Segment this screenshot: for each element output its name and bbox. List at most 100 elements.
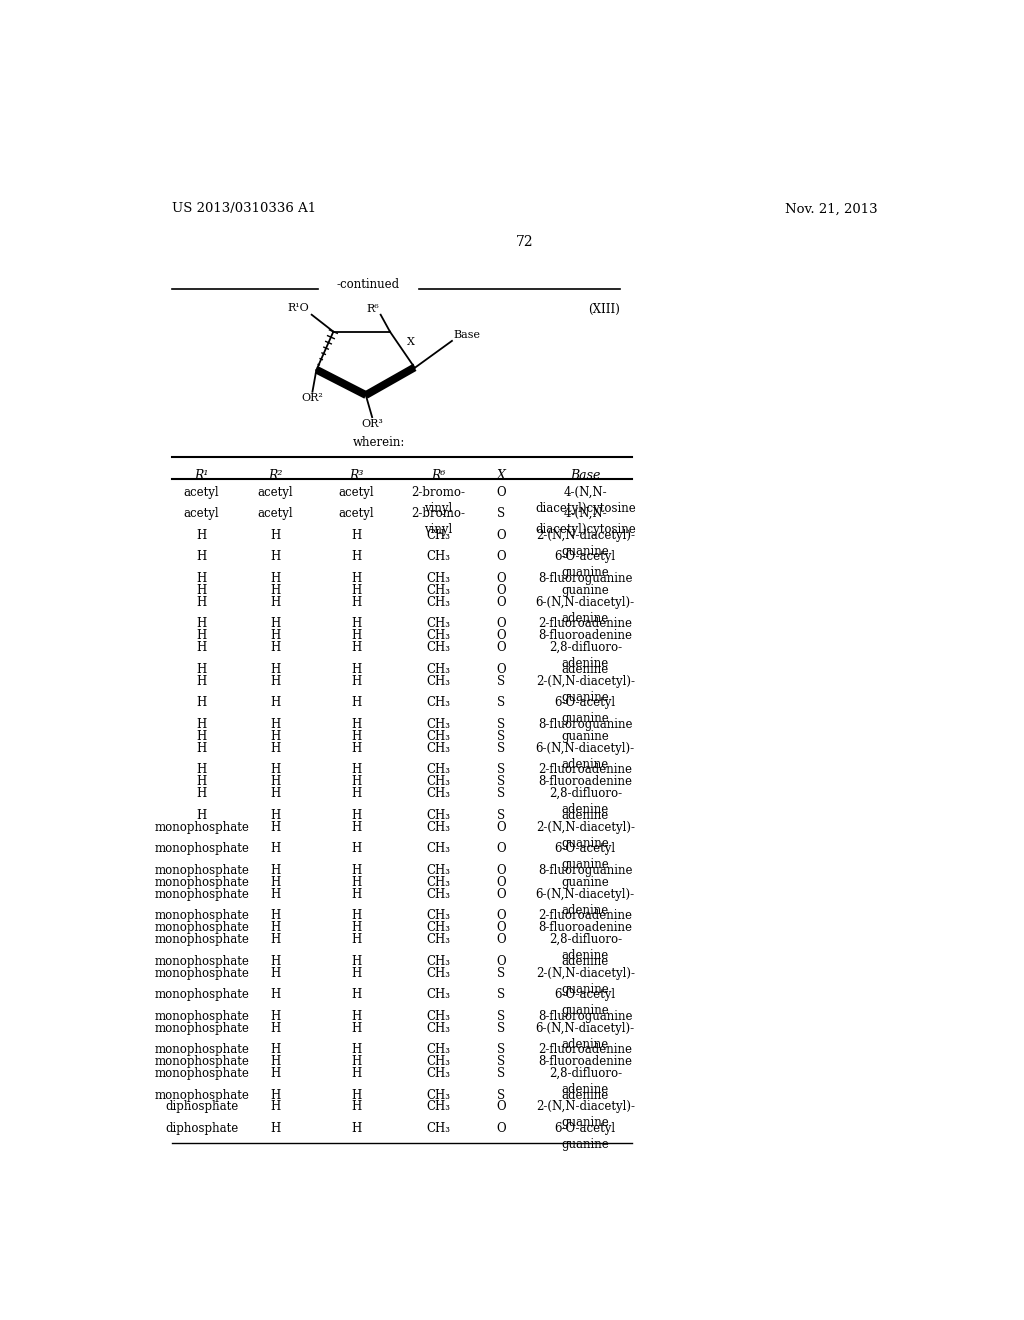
Text: H: H <box>197 583 207 597</box>
Text: H: H <box>351 989 361 1001</box>
Text: CH₃: CH₃ <box>426 954 450 968</box>
Text: CH₃: CH₃ <box>426 696 450 709</box>
Text: H: H <box>351 1022 361 1035</box>
Text: Nov. 21, 2013: Nov. 21, 2013 <box>784 202 878 215</box>
Text: S: S <box>498 1067 506 1080</box>
Text: CH₃: CH₃ <box>426 1010 450 1023</box>
Text: 8-fluoroguanine: 8-fluoroguanine <box>538 1010 633 1023</box>
Text: S: S <box>498 763 506 776</box>
Text: CH₃: CH₃ <box>426 842 450 855</box>
Text: adenine: adenine <box>561 809 609 821</box>
Text: monophosphate: monophosphate <box>155 909 249 923</box>
Text: US 2013/0310336 A1: US 2013/0310336 A1 <box>172 202 316 215</box>
Text: 6-O-acetyl
guanine: 6-O-acetyl guanine <box>555 1122 615 1151</box>
Text: H: H <box>351 1010 361 1023</box>
Text: CH₃: CH₃ <box>426 1022 450 1035</box>
Text: H: H <box>197 663 207 676</box>
Text: H: H <box>197 742 207 755</box>
Text: S: S <box>498 1043 506 1056</box>
Text: H: H <box>270 675 281 688</box>
Text: 72: 72 <box>516 235 534 249</box>
Text: 2-(N,N-diacetyl)-
guanine: 2-(N,N-diacetyl)- guanine <box>536 529 635 558</box>
Text: 6-(N,N-diacetyl)-
adenine: 6-(N,N-diacetyl)- adenine <box>536 595 635 624</box>
Text: 6-(N,N-diacetyl)-
adenine: 6-(N,N-diacetyl)- adenine <box>536 887 635 916</box>
Text: O: O <box>497 486 506 499</box>
Text: H: H <box>351 1055 361 1068</box>
Text: H: H <box>270 775 281 788</box>
Text: H: H <box>270 909 281 923</box>
Text: O: O <box>497 583 506 597</box>
Text: H: H <box>270 718 281 731</box>
Text: S: S <box>498 1089 506 1102</box>
Text: CH₃: CH₃ <box>426 595 450 609</box>
Text: H: H <box>270 989 281 1001</box>
Text: O: O <box>497 572 506 585</box>
Text: S: S <box>498 809 506 821</box>
Text: CH₃: CH₃ <box>426 572 450 585</box>
Text: H: H <box>351 718 361 731</box>
Text: H: H <box>351 1043 361 1056</box>
Text: H: H <box>270 966 281 979</box>
Text: CH₃: CH₃ <box>426 933 450 946</box>
Text: S: S <box>498 507 506 520</box>
Text: O: O <box>497 933 506 946</box>
Text: H: H <box>351 775 361 788</box>
Text: CH₃: CH₃ <box>426 775 450 788</box>
Text: O: O <box>497 630 506 643</box>
Text: H: H <box>351 572 361 585</box>
Text: H: H <box>351 550 361 564</box>
Text: S: S <box>498 718 506 731</box>
Text: O: O <box>497 529 506 541</box>
Text: 6-O-acetyl
guanine: 6-O-acetyl guanine <box>555 550 615 579</box>
Text: O: O <box>497 550 506 564</box>
Text: 2,8-difluoro-
adenine: 2,8-difluoro- adenine <box>549 933 622 962</box>
Text: X: X <box>407 337 415 347</box>
Text: 4-(N,N-
diacetyl)cytosine: 4-(N,N- diacetyl)cytosine <box>535 507 636 536</box>
Text: S: S <box>498 787 506 800</box>
Text: O: O <box>497 663 506 676</box>
Text: S: S <box>498 696 506 709</box>
Text: H: H <box>197 718 207 731</box>
Text: monophosphate: monophosphate <box>155 842 249 855</box>
Text: monophosphate: monophosphate <box>155 1010 249 1023</box>
Text: O: O <box>497 954 506 968</box>
Text: H: H <box>197 787 207 800</box>
Text: S: S <box>498 1010 506 1023</box>
Text: H: H <box>351 842 361 855</box>
Text: H: H <box>197 595 207 609</box>
Text: -continued: -continued <box>337 277 399 290</box>
Text: H: H <box>270 1089 281 1102</box>
Text: H: H <box>270 863 281 876</box>
Text: O: O <box>497 642 506 655</box>
Text: H: H <box>351 909 361 923</box>
Text: H: H <box>351 1101 361 1114</box>
Text: H: H <box>351 1122 361 1135</box>
Text: H: H <box>351 696 361 709</box>
Text: CH₃: CH₃ <box>426 809 450 821</box>
Text: H: H <box>270 821 281 834</box>
Text: H: H <box>351 730 361 743</box>
Text: CH₃: CH₃ <box>426 909 450 923</box>
Text: O: O <box>497 1122 506 1135</box>
Text: S: S <box>498 775 506 788</box>
Text: H: H <box>351 529 361 541</box>
Text: H: H <box>270 842 281 855</box>
Text: H: H <box>270 763 281 776</box>
Text: OR²: OR² <box>301 393 324 403</box>
Text: CH₃: CH₃ <box>426 1089 450 1102</box>
Text: 2-fluoroadenine: 2-fluoroadenine <box>539 763 632 776</box>
Text: 2-(N,N-diacetyl)-
guanine: 2-(N,N-diacetyl)- guanine <box>536 675 635 704</box>
Text: monophosphate: monophosphate <box>155 1022 249 1035</box>
Text: O: O <box>497 1101 506 1114</box>
Text: CH₃: CH₃ <box>426 863 450 876</box>
Text: H: H <box>270 1055 281 1068</box>
Text: O: O <box>497 909 506 923</box>
Text: S: S <box>498 989 506 1001</box>
Text: CH₃: CH₃ <box>426 787 450 800</box>
Text: monophosphate: monophosphate <box>155 1043 249 1056</box>
Text: monophosphate: monophosphate <box>155 921 249 935</box>
Text: H: H <box>351 809 361 821</box>
Text: H: H <box>270 696 281 709</box>
Text: monophosphate: monophosphate <box>155 933 249 946</box>
Text: H: H <box>270 742 281 755</box>
